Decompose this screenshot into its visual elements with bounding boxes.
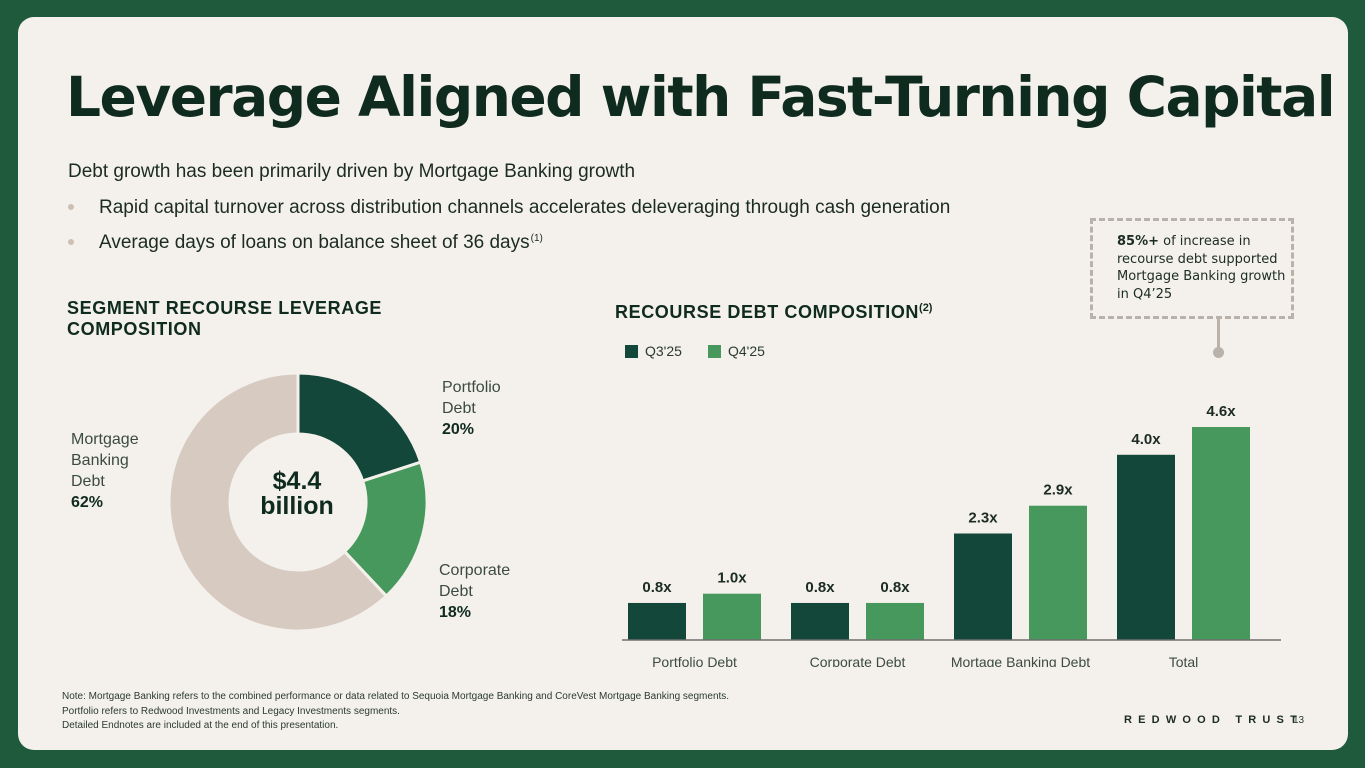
callout-box: 85%+ of increase in recourse debt suppor… bbox=[1090, 218, 1294, 319]
donut-chart bbox=[167, 371, 429, 633]
bar-q4 bbox=[1029, 505, 1087, 640]
category-label: Corporate Debt bbox=[810, 654, 906, 667]
bullet-text: Rapid capital turnover across distributi… bbox=[99, 197, 951, 218]
brand-logo: REDWOOD TRUST bbox=[1124, 714, 1303, 726]
bar-q4 bbox=[1192, 427, 1250, 640]
page-title: Leverage Aligned with Fast-Turning Capit… bbox=[66, 65, 1336, 129]
donut-section-title: SEGMENT RECOURSE LEVERAGE COMPOSITION bbox=[67, 298, 383, 339]
bar-value-label: 4.6x bbox=[1206, 403, 1236, 420]
legend-swatch-q3 bbox=[625, 344, 638, 358]
category-label: Mortage Banking Debt bbox=[951, 654, 1090, 667]
bar-value-label: 4.0x bbox=[1131, 431, 1161, 448]
segment-label-portfolio: Portfolio Debt 20% bbox=[442, 379, 501, 438]
bar-q3 bbox=[791, 602, 849, 640]
subtitle: Debt growth has been primarily driven by… bbox=[68, 161, 636, 182]
bar-q4 bbox=[703, 593, 761, 640]
bar-value-label: 1.0x bbox=[717, 570, 747, 587]
bullet-text: Average days of loans on balance sheet o… bbox=[99, 232, 543, 253]
bar-q3 bbox=[628, 602, 686, 640]
note-line: Portfolio refers to Redwood Investments … bbox=[62, 705, 400, 717]
bar-q3 bbox=[954, 533, 1012, 640]
slide: Leverage Aligned with Fast-Turning Capit… bbox=[18, 17, 1348, 750]
bar-value-label: 2.9x bbox=[1043, 482, 1073, 499]
donut-slice-portfolio bbox=[296, 371, 423, 483]
bar-value-label: 0.8x bbox=[642, 579, 672, 596]
category-label: Total bbox=[1169, 654, 1199, 667]
category-label: Portfolio Debt bbox=[652, 654, 737, 667]
legend-swatch-q4 bbox=[708, 344, 721, 358]
donut-center-label: $4.4 billion bbox=[260, 467, 334, 520]
bar-chart: 0.8x 1.0x Portfolio Debt 0.8x 0.8x Corporate … bbox=[622, 403, 1281, 667]
footnotes: Note: Mortgage Banking refers to the com… bbox=[62, 690, 729, 734]
bar-value-label: 2.3x bbox=[968, 510, 998, 527]
bullet-dot-icon bbox=[68, 239, 74, 245]
legend-label-q4: Q4'25 bbox=[728, 343, 765, 359]
bar-value-label: 0.8x bbox=[805, 579, 835, 596]
donut-slice-mortgage-banking bbox=[167, 371, 389, 633]
footnote-marker: (1) bbox=[530, 232, 543, 244]
callout-dot-icon bbox=[1213, 347, 1224, 358]
legend-label-q3: Q3'25 bbox=[645, 343, 682, 359]
legend-item-q4: Q4'25 bbox=[708, 343, 765, 359]
page-number: 13 bbox=[1293, 715, 1305, 726]
bar-q3 bbox=[1117, 454, 1175, 640]
callout-text: 85%+ of increase in recourse debt suppor… bbox=[1117, 234, 1286, 302]
legend-item-q3: Q3'25 bbox=[625, 343, 682, 359]
bar-value-label: 0.8x bbox=[880, 579, 910, 596]
bullet-dot-icon bbox=[68, 204, 74, 210]
bar-section-title: RECOURSE DEBT COMPOSITION(2) bbox=[615, 302, 933, 322]
note-line: Note: Mortgage Banking refers to the com… bbox=[62, 691, 730, 702]
bar-q4 bbox=[866, 602, 924, 640]
callout-connector bbox=[1217, 319, 1220, 349]
note-line: Detailed Endnotes are included at the en… bbox=[62, 720, 339, 731]
segment-label-mortgage-banking: Mortgage Banking Debt 62% bbox=[71, 431, 139, 511]
segment-label-corporate: Corporate Debt 18% bbox=[439, 562, 511, 621]
